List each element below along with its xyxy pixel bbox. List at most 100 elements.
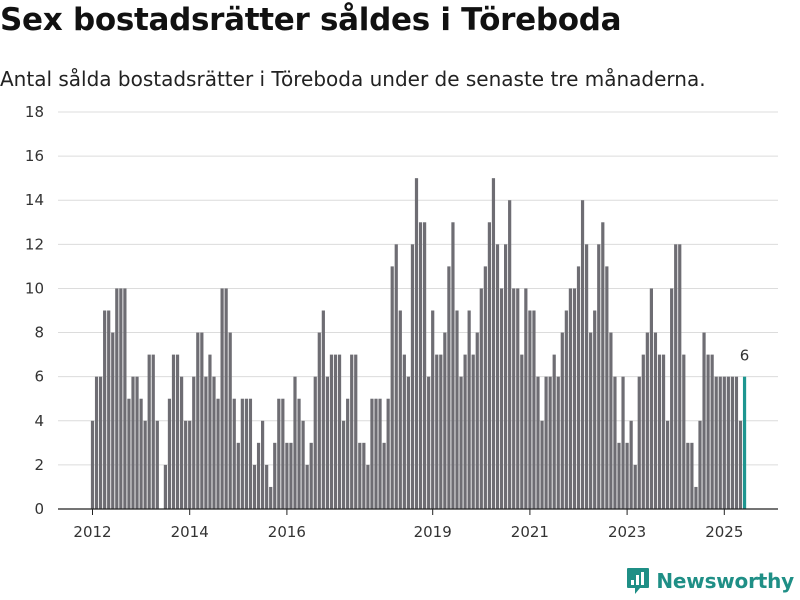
bar xyxy=(495,244,500,509)
bar xyxy=(536,376,540,509)
bar xyxy=(548,376,552,509)
bar xyxy=(512,288,516,509)
bar xyxy=(710,354,714,509)
bar xyxy=(499,288,504,509)
bar xyxy=(439,354,443,509)
bar xyxy=(99,376,103,509)
bar xyxy=(410,244,415,509)
y-tick-label: 16 xyxy=(25,147,44,165)
bar xyxy=(180,376,184,509)
brand-footer[interactable]: Newsworthy xyxy=(626,567,794,595)
bar xyxy=(248,398,253,509)
bar xyxy=(285,442,289,509)
bar xyxy=(204,376,208,509)
bar xyxy=(370,398,374,509)
bar xyxy=(467,310,471,509)
bar xyxy=(321,310,325,509)
bar xyxy=(637,376,641,509)
bar xyxy=(175,354,180,509)
bar xyxy=(576,266,581,509)
bar xyxy=(228,332,232,509)
page-title: Sex bostadsrätter såldes i Töreboda xyxy=(0,2,622,38)
bar xyxy=(645,332,649,509)
bar xyxy=(107,310,111,509)
bar xyxy=(443,332,447,509)
bar xyxy=(706,354,710,509)
bar xyxy=(139,398,143,509)
bar xyxy=(350,354,354,509)
x-tick-label: 2016 xyxy=(268,523,306,541)
bar xyxy=(184,420,188,509)
bar xyxy=(524,288,528,509)
bar xyxy=(386,398,390,509)
bar xyxy=(317,332,321,509)
bar xyxy=(690,442,694,509)
bar-series xyxy=(90,178,747,510)
page-subtitle: Antal sålda bostadsrätter i Töreboda und… xyxy=(0,67,706,91)
bar xyxy=(423,222,427,509)
bar xyxy=(431,310,435,509)
bar xyxy=(111,332,115,509)
bar xyxy=(597,244,601,509)
bar xyxy=(240,398,244,509)
x-tick-label: 2019 xyxy=(414,523,452,541)
bar xyxy=(394,244,398,509)
bar xyxy=(418,222,423,509)
bar-chart: 0 2 4 6 8 10 12 14 16 18 6 2012 2014 2016 2019 2021 2023… xyxy=(25,103,778,541)
bar xyxy=(544,376,548,509)
bar xyxy=(463,354,467,509)
bar xyxy=(661,354,666,509)
bar xyxy=(382,442,386,509)
bar xyxy=(398,310,402,509)
bar xyxy=(718,376,722,509)
y-tick-label: 18 xyxy=(25,103,44,121)
bar xyxy=(516,288,520,509)
bar xyxy=(123,288,127,509)
bar xyxy=(94,376,99,509)
newsworthy-logo-icon xyxy=(627,568,650,594)
x-tick-label: 2021 xyxy=(511,523,549,541)
y-tick-label: 14 xyxy=(25,191,44,209)
bar xyxy=(714,376,718,509)
bar xyxy=(633,464,637,509)
bar xyxy=(609,332,613,509)
bar xyxy=(556,376,560,509)
bar xyxy=(378,398,382,509)
bar xyxy=(163,464,167,509)
bar xyxy=(297,398,301,509)
bar xyxy=(212,376,216,509)
bar xyxy=(329,354,334,509)
bar xyxy=(358,442,362,509)
bar xyxy=(362,442,366,509)
bar xyxy=(702,332,706,509)
bar xyxy=(625,442,629,509)
bar xyxy=(216,398,220,509)
bar xyxy=(629,420,633,509)
bar xyxy=(192,376,196,509)
bar xyxy=(256,442,261,509)
bar xyxy=(115,288,119,509)
bar xyxy=(301,420,305,509)
bar xyxy=(325,376,329,509)
bar-highlight xyxy=(742,376,747,509)
bar xyxy=(232,398,236,509)
bar xyxy=(738,420,743,509)
bar xyxy=(265,464,269,509)
bar xyxy=(593,310,597,509)
bar xyxy=(281,398,285,509)
bar xyxy=(487,222,491,509)
bar xyxy=(564,310,568,509)
bar xyxy=(131,376,135,509)
bar xyxy=(451,222,455,509)
y-tick-label: 4 xyxy=(34,412,44,430)
bar xyxy=(686,442,690,509)
bar xyxy=(406,376,410,509)
brand-name: Newsworthy xyxy=(656,569,794,593)
bar xyxy=(127,398,131,509)
bar xyxy=(313,376,317,509)
bar xyxy=(726,376,730,509)
bar xyxy=(694,486,698,509)
bar xyxy=(402,354,406,509)
bar xyxy=(560,332,564,509)
bar xyxy=(143,420,147,509)
